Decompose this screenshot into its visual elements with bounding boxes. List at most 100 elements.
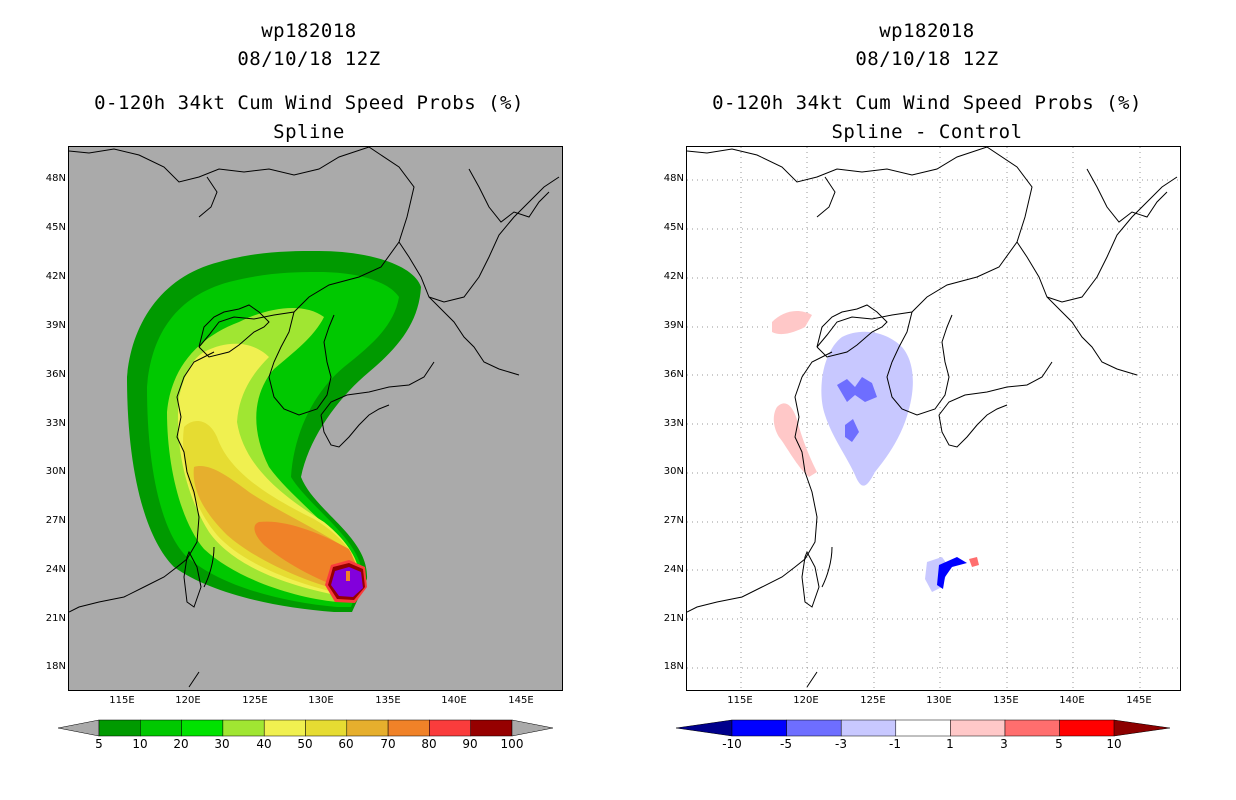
- colorbar: [675, 719, 1171, 737]
- lat-label: 24N: [663, 564, 684, 575]
- diff-neg-5-10: [937, 557, 967, 589]
- lat-label: 27N: [663, 515, 684, 526]
- lon-label: 140E: [441, 695, 467, 706]
- subtitle: Spline - Control: [831, 121, 1023, 143]
- colorbar-segment: [1004, 719, 1060, 737]
- colorbar-segment: [98, 719, 141, 737]
- colorbar-segment: [429, 719, 471, 737]
- storm-id-title: wp182018: [879, 20, 975, 42]
- lat-label: 21N: [45, 613, 66, 624]
- difference-map: [686, 146, 1181, 691]
- lon-label: 145E: [508, 695, 534, 706]
- colorbar: [57, 719, 554, 737]
- colorbar-segment: [895, 719, 951, 737]
- coastlines: [69, 147, 560, 688]
- product-title: 0-120h 34kt Cum Wind Speed Probs (%): [712, 92, 1142, 114]
- lon-label: 120E: [175, 695, 201, 706]
- colorbar-label: -10: [722, 737, 742, 751]
- colorbar-label: 90: [462, 737, 478, 751]
- subtitle: Spline: [273, 121, 345, 143]
- lon-label: 145E: [1126, 695, 1152, 706]
- date-title: 08/10/18 12Z: [855, 48, 999, 70]
- right-panel: wp182018 08/10/18 12Z 0-120h 34kt Cum Wi…: [618, 0, 1236, 800]
- lon-label: 115E: [727, 695, 753, 706]
- lat-label: 48N: [663, 173, 684, 184]
- colorbar-label: 40: [256, 737, 272, 751]
- lon-label: 135E: [993, 695, 1019, 706]
- map-canvas: [69, 147, 560, 688]
- lat-label: 42N: [45, 271, 66, 282]
- colorbar-segment: [731, 719, 787, 737]
- lon-label: 115E: [109, 695, 135, 706]
- colorbar-segments: [731, 719, 1115, 737]
- colorbar-label: 1: [946, 737, 954, 751]
- product-title: 0-120h 34kt Cum Wind Speed Probs (%): [94, 92, 524, 114]
- colorbar-arrow-low: [675, 719, 733, 737]
- colorbar-label: 60: [338, 737, 354, 751]
- colorbar-segments: [98, 719, 513, 737]
- diff-pos-1-3: [773, 403, 817, 477]
- diff-pos-3-5: [969, 557, 979, 567]
- colorbar-segment: [950, 719, 1006, 737]
- lat-label: 36N: [663, 369, 684, 380]
- lat-label: 39N: [663, 320, 684, 331]
- diff-neg-3-5-b: [845, 419, 859, 442]
- lat-label: 45N: [663, 222, 684, 233]
- lon-label: 140E: [1059, 695, 1085, 706]
- colorbar-label: 10: [132, 737, 148, 751]
- lat-label: 21N: [663, 613, 684, 624]
- colorbar-segment: [222, 719, 265, 737]
- lat-label: 33N: [45, 418, 66, 429]
- lon-label: 130E: [926, 695, 952, 706]
- colorbar-label: 5: [95, 737, 103, 751]
- colorbar-label: 50: [297, 737, 313, 751]
- colorbar-label: 30: [214, 737, 230, 751]
- lat-label: 24N: [45, 564, 66, 575]
- colorbar-label: 10: [1106, 737, 1122, 751]
- lat-label: 42N: [663, 271, 684, 282]
- grid-lines: [687, 147, 1180, 690]
- lat-label: 45N: [45, 222, 66, 233]
- colorbar-segment: [305, 719, 348, 737]
- probability-map: [68, 146, 563, 691]
- lat-label: 39N: [45, 320, 66, 331]
- colorbar-segment: [786, 719, 842, 737]
- prob-band-100: [331, 567, 363, 597]
- colorbar-segment: [181, 719, 224, 737]
- colorbar-label: 20: [173, 737, 189, 751]
- colorbar-label: -1: [889, 737, 901, 751]
- colorbar-segment: [346, 719, 389, 737]
- lat-label: 18N: [45, 661, 66, 672]
- lon-label: 130E: [308, 695, 334, 706]
- lat-label: 48N: [45, 173, 66, 184]
- colorbar-label: 80: [421, 737, 437, 751]
- lat-label: 36N: [45, 369, 66, 380]
- coastlines: [687, 147, 1178, 688]
- lon-label: 135E: [375, 695, 401, 706]
- storm-center-marker: [346, 571, 350, 581]
- lat-label: 30N: [663, 466, 684, 477]
- colorbar-label: 70: [380, 737, 396, 751]
- lat-label: 30N: [45, 466, 66, 477]
- colorbar-segment: [1059, 719, 1115, 737]
- left-panel: wp182018 08/10/18 12Z 0-120h 34kt Cum Wi…: [45, 20, 563, 751]
- colorbar-arrow-high: [511, 719, 554, 737]
- date-title: 08/10/18 12Z: [237, 48, 381, 70]
- colorbar-segment: [840, 719, 897, 737]
- lat-label: 27N: [45, 515, 66, 526]
- diff-pos-1-3-north: [772, 311, 812, 335]
- diff-neg-3-5: [837, 377, 877, 402]
- colorbar-segment: [263, 719, 306, 737]
- colorbar-label: 5: [1055, 737, 1063, 751]
- colorbar-arrow-low: [57, 719, 100, 737]
- lon-label: 125E: [242, 695, 268, 706]
- colorbar-segment: [140, 719, 182, 737]
- colorbar-label: 100: [500, 737, 524, 751]
- colorbar-label: 3: [1000, 737, 1008, 751]
- colorbar-segment: [387, 719, 430, 737]
- colorbar-label: -5: [780, 737, 792, 751]
- map-canvas: [687, 147, 1180, 690]
- colorbar-segment: [470, 719, 513, 737]
- lon-label: 125E: [860, 695, 886, 706]
- colorbar-arrow-high: [1113, 719, 1171, 737]
